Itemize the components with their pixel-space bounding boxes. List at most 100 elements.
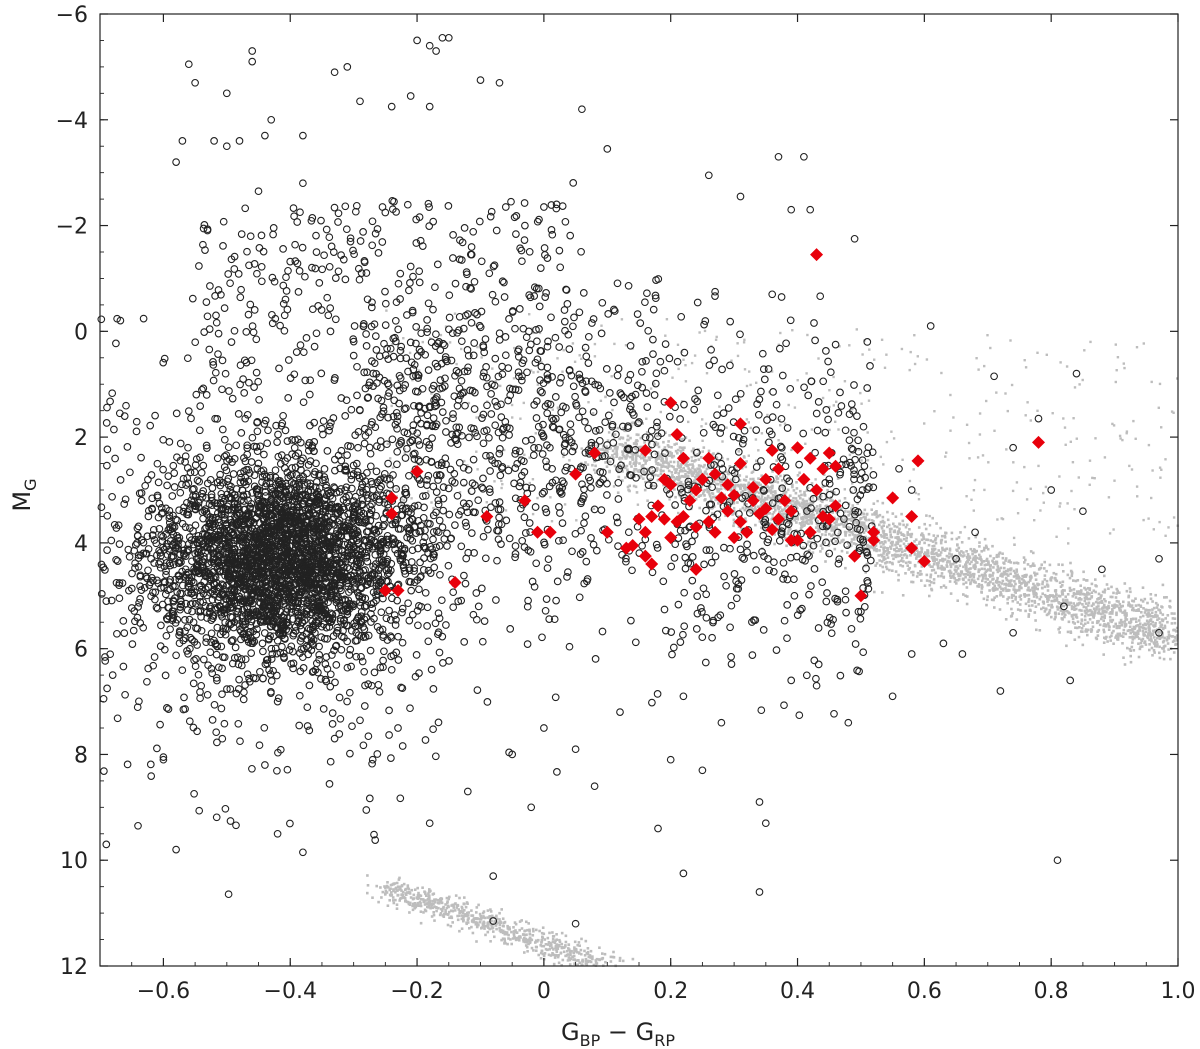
gray-star-point (580, 952, 583, 956)
gray-star-point (817, 497, 821, 501)
gray-star-point (1013, 543, 1016, 546)
gray-star-point (912, 468, 915, 471)
gray-star-point (1036, 587, 1039, 591)
gray-star-point (624, 466, 627, 470)
gray-star-point (440, 901, 444, 905)
gray-star-point (1156, 618, 1159, 621)
gray-star-point (541, 952, 545, 956)
gray-star-point (969, 567, 972, 570)
gray-star-point (962, 551, 965, 554)
gray-star-point (395, 907, 399, 910)
gray-star-point (672, 476, 675, 479)
gray-star-point (976, 577, 980, 581)
open-circle-point (540, 724, 548, 732)
gray-star-point (564, 940, 568, 944)
gray-star-point (680, 350, 684, 353)
gray-star-point (948, 580, 952, 583)
gray-star-point (891, 569, 894, 572)
gray-star-point (400, 889, 403, 892)
gray-star-point (1122, 600, 1125, 604)
gray-star-point (494, 924, 498, 927)
gray-star-point (995, 595, 999, 598)
gray-star-point (715, 462, 718, 465)
gray-star-point (902, 560, 905, 563)
gray-star-point (883, 546, 886, 549)
gray-star-point (970, 560, 973, 564)
gray-star-point (500, 938, 503, 942)
gray-star-point (1123, 582, 1127, 585)
gray-star-point (983, 572, 987, 575)
gray-star-point (1159, 611, 1162, 615)
gray-star-point (460, 917, 464, 921)
gray-star-point (1146, 622, 1149, 625)
gray-star-point (890, 561, 894, 565)
gray-star-point (486, 930, 490, 934)
gray-star-point (760, 432, 764, 435)
gray-star-point (1129, 660, 1133, 664)
gray-star-point (626, 454, 629, 458)
gray-star-point (1064, 613, 1067, 616)
gray-star-point (1004, 618, 1008, 621)
gray-star-point (787, 478, 790, 481)
open-circle-point (159, 755, 168, 764)
gray-star-point (807, 519, 810, 522)
open-circle-point (196, 598, 205, 606)
gray-star-point (728, 504, 732, 508)
gray-star-point (973, 567, 977, 571)
gray-star-point (839, 522, 843, 526)
gray-star-point (684, 436, 688, 439)
gray-star-point (1122, 628, 1126, 632)
gray-star-point (1086, 604, 1090, 607)
gray-star-point (673, 479, 676, 482)
gray-star-point (1108, 532, 1112, 535)
gray-star-point (562, 950, 566, 954)
gray-star-point (641, 435, 645, 438)
gray-star-point (977, 585, 981, 588)
gray-star-point (1143, 611, 1147, 614)
gray-star-point (871, 546, 875, 550)
gray-star-point (828, 509, 832, 512)
gray-star-point (1074, 596, 1078, 599)
gray-star-point (773, 533, 776, 536)
gray-star-point (974, 554, 977, 558)
gray-star-point (1118, 606, 1121, 610)
open-circle-point (168, 492, 177, 500)
gray-star-point (919, 570, 922, 573)
gray-star-point (616, 491, 620, 494)
gray-star-point (1139, 645, 1142, 649)
gray-star-point (554, 953, 557, 957)
gray-star-point (537, 953, 540, 957)
gray-star-point (391, 384, 395, 387)
gray-star-point (690, 449, 694, 453)
gray-star-point (1128, 647, 1132, 651)
gray-star-point (940, 371, 943, 375)
gray-star-point (503, 932, 507, 936)
gray-star-point (938, 553, 941, 556)
gray-star-point (935, 562, 939, 565)
gray-star-point (548, 948, 551, 951)
gray-star-point (918, 553, 921, 556)
gray-star-point (1035, 596, 1039, 599)
gray-star-point (937, 574, 940, 578)
gray-star-point (1094, 578, 1097, 581)
open-circle-point (501, 203, 510, 211)
gray-star-point (642, 471, 646, 475)
gray-star-point (551, 408, 554, 411)
gray-star-point (1104, 599, 1107, 603)
gray-star-point (632, 442, 636, 445)
gray-star-point (483, 927, 486, 930)
gray-star-point (1115, 634, 1118, 638)
gray-star-point (1024, 575, 1028, 578)
gray-star-point (808, 514, 812, 517)
gray-star-point (523, 933, 527, 937)
gray-star-point (572, 951, 575, 955)
gray-star-point (463, 459, 466, 463)
gray-star-point (585, 963, 589, 966)
gray-star-point (561, 370, 564, 373)
gray-star-point (558, 429, 561, 433)
gray-star-point (1128, 464, 1131, 468)
gray-star-point (769, 489, 773, 492)
gray-star-point (1119, 605, 1123, 609)
gray-star-point (899, 539, 902, 542)
gray-star-point (571, 955, 574, 958)
